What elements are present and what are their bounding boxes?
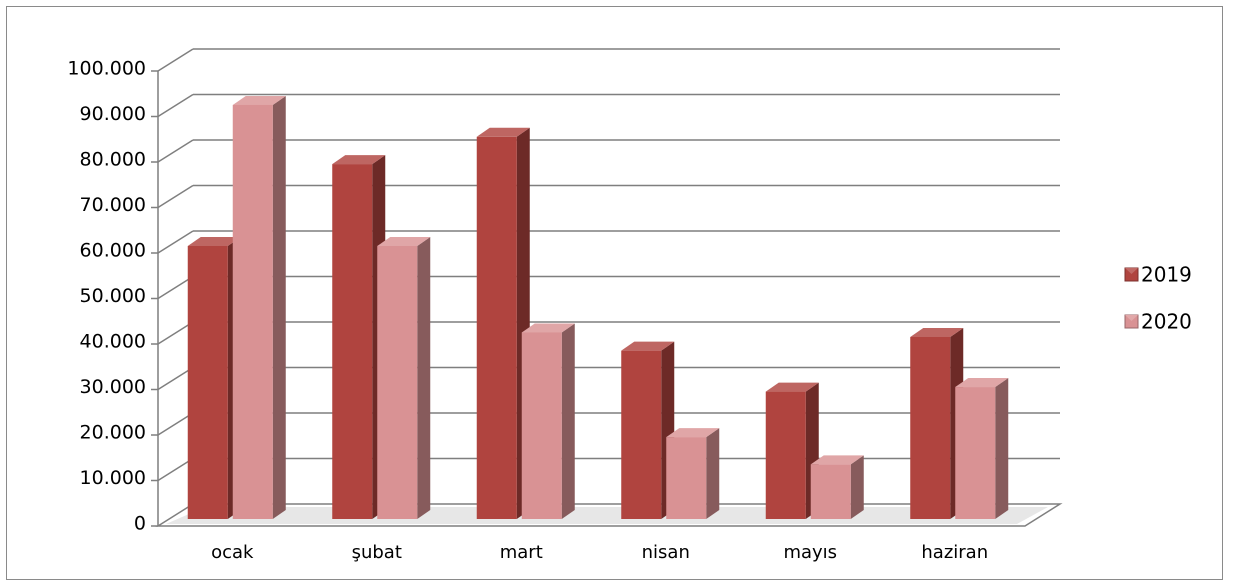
bar-front xyxy=(521,332,562,519)
legend-swatch-bevel xyxy=(1125,268,1138,274)
bar-front xyxy=(476,136,517,520)
y-tick-label: 60.000 xyxy=(80,240,146,262)
legend: 2019 2020 xyxy=(1124,263,1192,334)
gridline-side xyxy=(157,321,194,345)
x-tick-label: nisan xyxy=(642,542,690,563)
bar-side xyxy=(850,455,864,519)
y-tick-label: 70.000 xyxy=(80,194,146,216)
bar xyxy=(187,237,241,519)
legend-item: 2020 xyxy=(1124,310,1192,334)
bar-side xyxy=(272,95,286,519)
bar-top xyxy=(232,95,286,105)
x-tick-label: haziran xyxy=(921,542,988,563)
bar xyxy=(621,341,675,519)
bar-side xyxy=(706,428,720,519)
y-tick-label: 40.000 xyxy=(80,331,146,353)
bar-front xyxy=(621,350,662,519)
x-tick-label: şubat xyxy=(352,542,402,563)
y-tick-label: 30.000 xyxy=(80,376,146,398)
bar xyxy=(232,95,286,519)
gridline-side xyxy=(157,139,194,163)
bar-top xyxy=(332,155,386,165)
y-tick-label: 50.000 xyxy=(80,285,146,307)
gridline-side xyxy=(157,184,194,209)
bar-top xyxy=(377,237,431,246)
bar-top xyxy=(666,428,720,438)
gridline-side xyxy=(157,275,194,300)
y-tick-label: 90.000 xyxy=(80,103,146,125)
gridline-side xyxy=(157,93,194,118)
x-tick-label: ocak xyxy=(211,542,254,563)
bar-side xyxy=(995,378,1009,519)
gridline-side xyxy=(157,412,194,436)
bar-front xyxy=(377,246,418,519)
legend-label: 2020 xyxy=(1141,310,1192,334)
bar-front xyxy=(910,337,951,519)
x-axis-category-labels: ocak şubat mart nisan mayıs haziran xyxy=(211,542,988,563)
y-tick-label: 0 xyxy=(134,513,146,535)
y-tick-label: 10.000 xyxy=(80,467,146,489)
bar-front xyxy=(187,246,228,519)
bar-top xyxy=(765,382,819,392)
bars xyxy=(187,95,1009,520)
bar-top xyxy=(187,237,241,246)
gridline-side xyxy=(157,457,194,482)
gridline-side xyxy=(157,48,194,72)
bar-front xyxy=(955,387,996,519)
y-axis-tick-labels: 0 10.000 20.000 30.000 40.000 50.000 60.000 70.… xyxy=(67,58,146,535)
y-tick-label: 100.000 xyxy=(67,58,146,80)
bar xyxy=(666,428,720,519)
bar-side xyxy=(417,237,431,519)
bar-front xyxy=(765,391,806,519)
bar-front xyxy=(332,164,373,519)
bar-front xyxy=(810,464,851,519)
bar-front xyxy=(232,104,273,519)
bar-side xyxy=(561,323,575,519)
bar xyxy=(955,378,1009,519)
bar xyxy=(377,237,431,519)
legend-item: 2019 xyxy=(1124,263,1192,287)
y-tick-label: 20.000 xyxy=(80,422,146,444)
bar-top xyxy=(955,378,1009,388)
bar xyxy=(765,382,819,519)
bar xyxy=(810,455,864,519)
gridline-side xyxy=(157,230,194,254)
bar-top xyxy=(521,323,575,333)
bar-top xyxy=(910,328,964,337)
bar-front xyxy=(666,437,707,519)
x-tick-label: mart xyxy=(500,542,543,563)
legend-swatch-bevel xyxy=(1125,315,1138,321)
y-tick-label: 80.000 xyxy=(80,149,146,171)
bar-top xyxy=(621,341,675,351)
bar-top xyxy=(810,455,864,465)
x-tick-label: mayıs xyxy=(783,542,837,563)
legend-label: 2019 xyxy=(1141,263,1192,287)
bar-top xyxy=(476,127,530,137)
gridline-side xyxy=(157,366,194,391)
bar xyxy=(521,323,575,519)
